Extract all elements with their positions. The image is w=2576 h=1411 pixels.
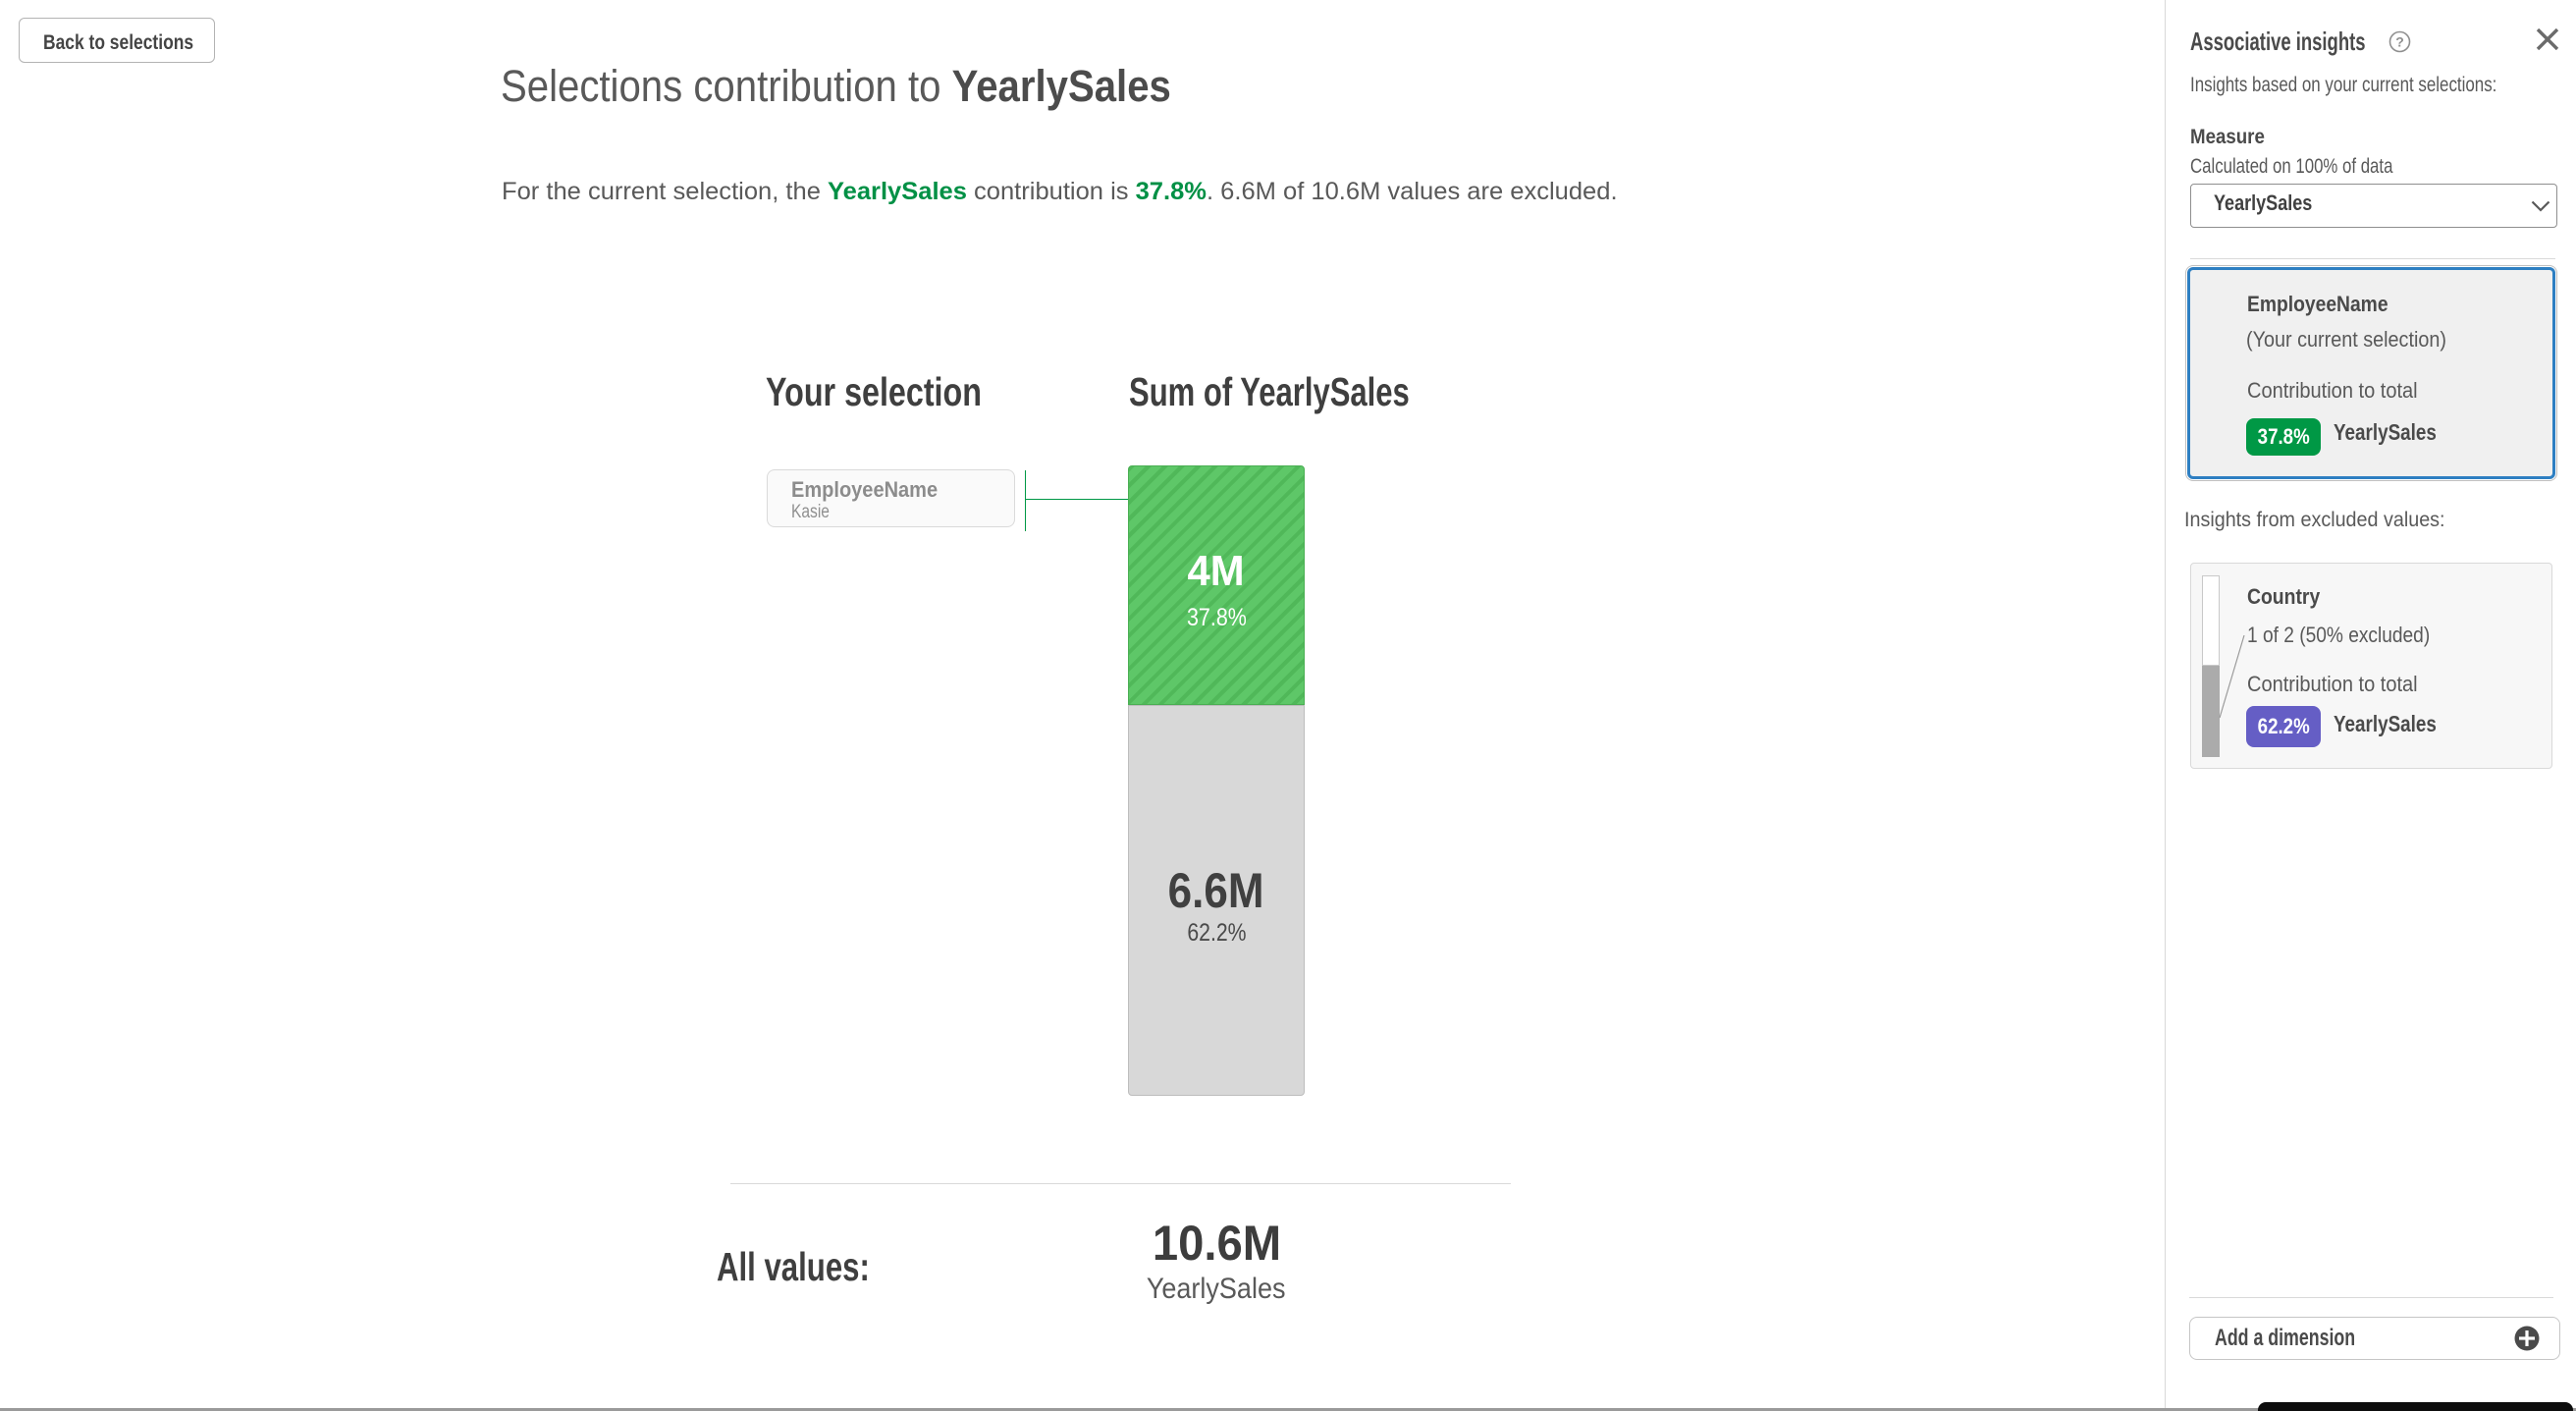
svg-text:?: ?: [2395, 34, 2404, 50]
